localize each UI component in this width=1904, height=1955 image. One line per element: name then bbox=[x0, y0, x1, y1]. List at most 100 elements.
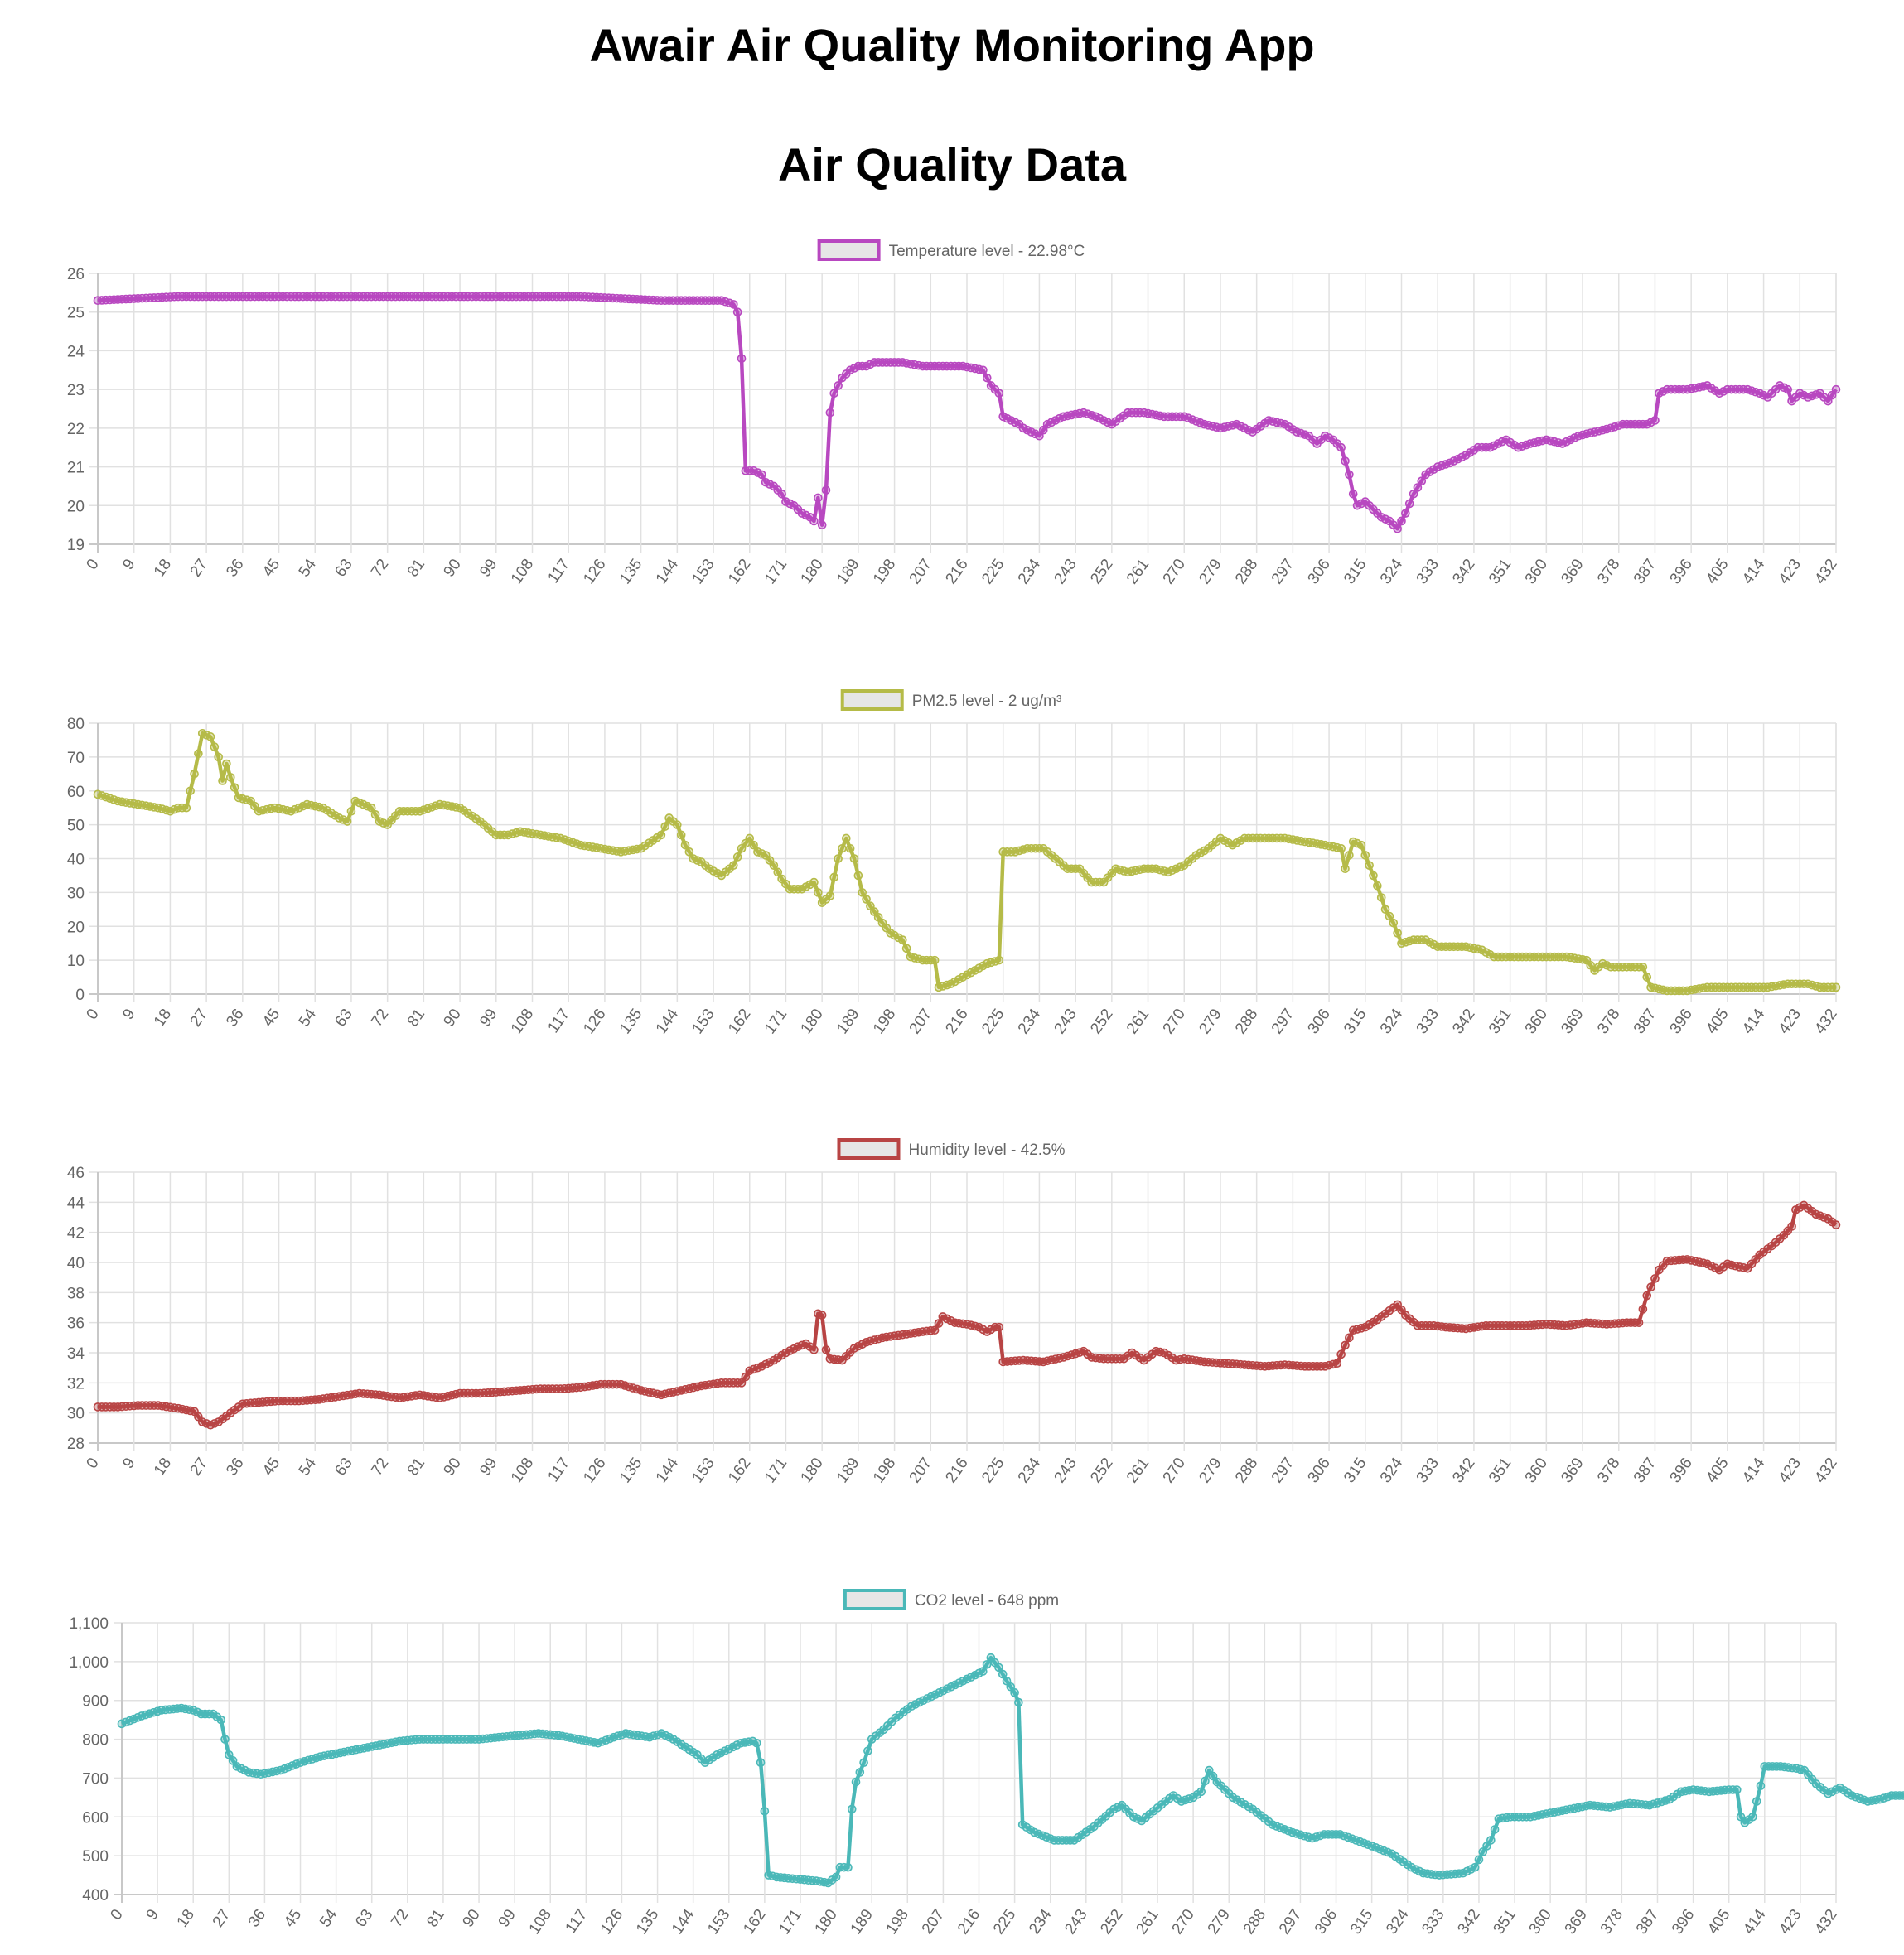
co2-x-tick-label: 153 bbox=[704, 1906, 733, 1938]
pm25-x-tick-label: 279 bbox=[1196, 1006, 1225, 1037]
temperature-x-tick-label: 351 bbox=[1486, 556, 1515, 587]
co2-x-tick-label: 9 bbox=[143, 1906, 162, 1924]
co2-x-tick-label: 189 bbox=[848, 1906, 877, 1938]
pm25-x-tick-label: 405 bbox=[1703, 1006, 1732, 1037]
co2-data-point bbox=[751, 1738, 761, 1748]
pm25-x-tick-label: 0 bbox=[84, 1006, 103, 1023]
pm25-data-point bbox=[656, 830, 666, 840]
temperature-data-point bbox=[829, 389, 839, 398]
pm25-data-point bbox=[1642, 973, 1652, 982]
co2-y-tick-label: 1,100 bbox=[69, 1615, 109, 1633]
co2-y-tick-label: 500 bbox=[82, 1848, 109, 1866]
pm25-x-tick-label: 270 bbox=[1160, 1006, 1189, 1037]
pm25-data-point bbox=[1831, 982, 1841, 992]
humidity-data-point bbox=[737, 1378, 747, 1388]
co2-x-tick-label: 63 bbox=[352, 1906, 376, 1930]
co2-y-tick-label: 700 bbox=[82, 1770, 109, 1788]
temperature-x-tick-label: 9 bbox=[119, 556, 138, 573]
humidity-x-tick-label: 270 bbox=[1160, 1455, 1189, 1486]
co2-x-tick-label: 288 bbox=[1240, 1906, 1269, 1938]
pm25-data-point bbox=[849, 854, 859, 863]
humidity-y-tick-label: 42 bbox=[67, 1225, 85, 1243]
pm25-x-tick-label: 27 bbox=[187, 1006, 211, 1030]
pm25-data-point bbox=[1356, 840, 1366, 850]
humidity-data-point bbox=[1341, 1340, 1350, 1350]
temperature-y-tick-label: 19 bbox=[67, 537, 85, 554]
humidity-x-tick-label: 117 bbox=[544, 1455, 573, 1485]
pm25-data-point bbox=[1369, 871, 1378, 881]
humidity-x-tick-label: 342 bbox=[1449, 1455, 1478, 1486]
co2-y-tick-label: 400 bbox=[82, 1887, 109, 1904]
temperature-data-point bbox=[834, 381, 843, 390]
humidity-y-tick-label: 32 bbox=[67, 1375, 85, 1393]
humidity-data-point bbox=[1831, 1220, 1841, 1229]
co2-data-point bbox=[1482, 1842, 1491, 1851]
pm25-data-point bbox=[214, 752, 223, 762]
co2-x-tick-label: 117 bbox=[563, 1906, 592, 1937]
temperature-x-tick-label: 270 bbox=[1160, 556, 1189, 587]
humidity-x-tick-label: 297 bbox=[1269, 1455, 1298, 1486]
pm25-x-tick-label: 54 bbox=[296, 1006, 321, 1031]
pm25-gridlines bbox=[89, 722, 1837, 1002]
pm25-y-tick-label: 10 bbox=[67, 953, 85, 970]
humidity-y-tick-label: 44 bbox=[67, 1195, 85, 1212]
humidity-x-tick-label: 243 bbox=[1051, 1455, 1080, 1486]
pm25-data-point bbox=[673, 820, 682, 829]
pm25-x-tick-label: 99 bbox=[476, 1006, 500, 1030]
humidity-x-tick-label: 423 bbox=[1776, 1455, 1805, 1486]
temperature-data-point bbox=[1401, 509, 1410, 518]
co2-data-point bbox=[1752, 1797, 1761, 1806]
co2-x-tick-label: 144 bbox=[669, 1906, 698, 1938]
co2-x-tick-label: 414 bbox=[1740, 1906, 1770, 1938]
pm25-legend-label: PM2.5 level - 2 ug/m³ bbox=[912, 693, 1062, 710]
pm25-data-point bbox=[853, 871, 863, 881]
temperature-x-tick-label: 225 bbox=[979, 556, 1008, 587]
pm25-x-tick-label: 90 bbox=[441, 1006, 465, 1030]
humidity-x-tick-label: 261 bbox=[1124, 1455, 1153, 1486]
pm25-x-tick-label: 207 bbox=[906, 1006, 935, 1037]
pm25-data-point bbox=[346, 806, 356, 816]
co2-x-tick-label: 405 bbox=[1704, 1906, 1733, 1938]
co2-data-point bbox=[1006, 1682, 1016, 1692]
temperature-data-point bbox=[1417, 476, 1427, 486]
humidity-x-tick-label: 162 bbox=[725, 1455, 754, 1486]
co2-x-tick-label: 180 bbox=[811, 1906, 840, 1938]
temperature-x-tick-label: 396 bbox=[1667, 556, 1696, 587]
temperature-data-point bbox=[1341, 456, 1350, 466]
pm25-data-point bbox=[225, 773, 235, 782]
co2-x-tick-label: 216 bbox=[954, 1906, 983, 1938]
humidity-data-point bbox=[1332, 1359, 1342, 1368]
pm25-x-tick-label: 423 bbox=[1776, 1006, 1805, 1037]
co2-x-tick-label: 54 bbox=[317, 1906, 341, 1931]
co2-x-tick-label: 225 bbox=[990, 1906, 1019, 1938]
humidity-data-point bbox=[994, 1322, 1004, 1332]
temperature-x-tick-label: 207 bbox=[906, 556, 935, 587]
pm25-x-tick-label: 144 bbox=[653, 1006, 683, 1037]
co2-x-tick-label: 315 bbox=[1347, 1906, 1376, 1938]
temperature-legend: Temperature level - 22.98°C bbox=[817, 239, 1085, 261]
co2-x-tick-label: 297 bbox=[1276, 1906, 1305, 1938]
humidity-x-tick-label: 324 bbox=[1377, 1455, 1407, 1486]
co2-x-tick-label: 90 bbox=[460, 1906, 484, 1930]
pm25-x-tick-label: 63 bbox=[331, 1006, 355, 1030]
pm25-data-point bbox=[773, 867, 783, 877]
humidity-x-tick-label: 306 bbox=[1304, 1455, 1333, 1486]
humidity-x-tick-label: 288 bbox=[1232, 1455, 1261, 1486]
pm25-data-point bbox=[342, 817, 352, 826]
temperature-x-tick-label: 135 bbox=[616, 556, 645, 587]
pm25-x-tick-label: 252 bbox=[1087, 1006, 1116, 1037]
temperature-x-tick-label: 342 bbox=[1449, 556, 1478, 587]
pm25-data-point bbox=[660, 822, 670, 831]
co2-data-point bbox=[1204, 1765, 1214, 1775]
humidity-x-tick-label: 90 bbox=[441, 1455, 465, 1479]
co2-x-tick-label: 252 bbox=[1097, 1906, 1126, 1938]
temperature-data-point bbox=[1397, 516, 1406, 526]
humidity-x-tick-label: 369 bbox=[1558, 1455, 1587, 1486]
humidity-x-tick-label: 63 bbox=[331, 1455, 355, 1479]
co2-gridlines bbox=[114, 1622, 1837, 1903]
pm25-x-tick-label: 432 bbox=[1811, 1006, 1840, 1037]
humidity-y-tick-label: 36 bbox=[67, 1315, 85, 1333]
temperature-x-tick-label: 360 bbox=[1522, 556, 1551, 587]
temperature-data-point bbox=[994, 389, 1004, 398]
co2-data-point bbox=[1490, 1825, 1500, 1834]
